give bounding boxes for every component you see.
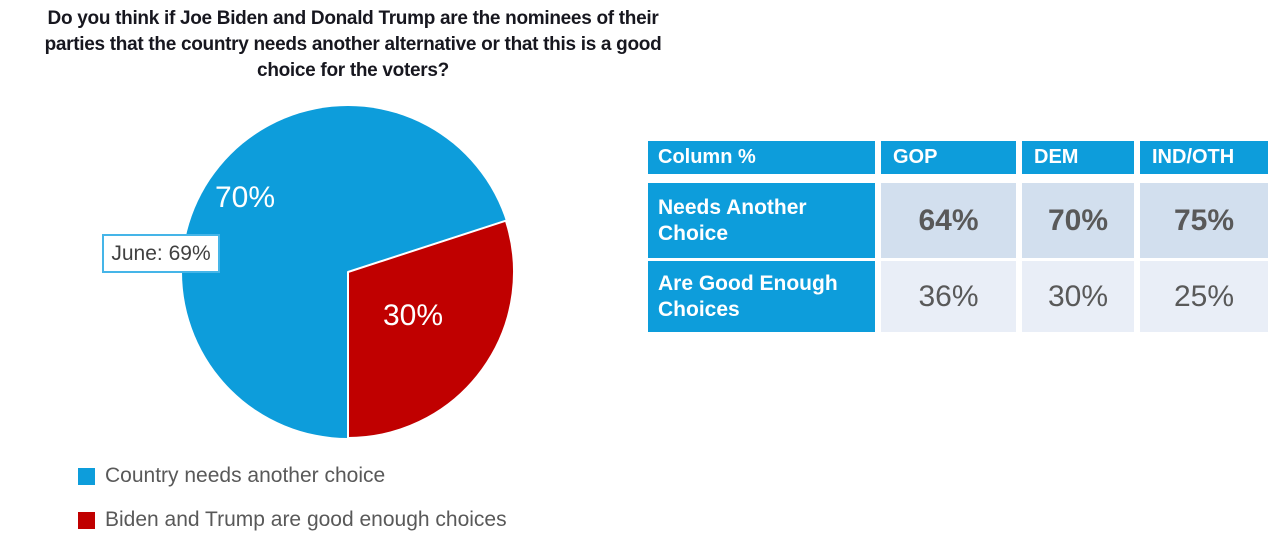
legend-item-needs-another-choice: Country needs another choice [78, 464, 385, 488]
chart-title-line-1: Do you think if Joe Biden and Donald Tru… [47, 8, 659, 29]
value-cell-ind-oth: 25% [1140, 261, 1268, 332]
value-cell-gop: 64% [881, 183, 1016, 258]
table-row-needs-another-choice: Needs Another Choice 64% 70% 75% [648, 183, 1268, 258]
pie-value-label-red: 30% [382, 299, 444, 332]
header-cell-dem: DEM [1022, 141, 1134, 174]
table-row-good-enough-choices: Are Good Enough Choices 36% 30% 25% [648, 261, 1268, 332]
row-label: Needs Another Choice [658, 195, 807, 245]
value-cell-dem: 30% [1022, 261, 1134, 332]
table-header-row: Column % GOP DEM IND/OTH [648, 141, 1268, 174]
row-label: Are Good Enough Choices [658, 271, 838, 321]
chart-title: Do you think if Joe Biden and Donald Tru… [0, 6, 706, 84]
legend-label: Biden and Trump are good enough choices [105, 508, 507, 531]
legend-item-good-enough-choices: Biden and Trump are good enough choices [78, 508, 507, 532]
value-cell-gop: 36% [881, 261, 1016, 332]
legend-label: Country needs another choice [105, 464, 386, 487]
june-callout: June: 69% [102, 234, 220, 273]
value-cell-dem: 70% [1022, 183, 1134, 258]
pie-value-label-blue: 70% [214, 181, 276, 214]
pie-slice-good-enough-choices [347, 219, 516, 439]
crosstab-table: Column % GOP DEM IND/OTH Needs Another C… [648, 141, 1268, 332]
header-cell-column-pct: Column % [648, 141, 875, 174]
header-cell-gop: GOP [881, 141, 1016, 174]
row-label-cell: Are Good Enough Choices [648, 261, 875, 332]
header-cell-ind-oth: IND/OTH [1140, 141, 1268, 174]
pie-chart [182, 106, 516, 439]
row-label-cell: Needs Another Choice [648, 183, 875, 258]
value-cell-ind-oth: 75% [1140, 183, 1268, 258]
chart-title-line-3: choice for the voters? [257, 60, 449, 81]
legend-swatch-blue-icon [78, 467, 95, 485]
legend-swatch-red-icon [78, 511, 95, 529]
chart-title-line-2: parties that the country needs another a… [44, 34, 662, 55]
